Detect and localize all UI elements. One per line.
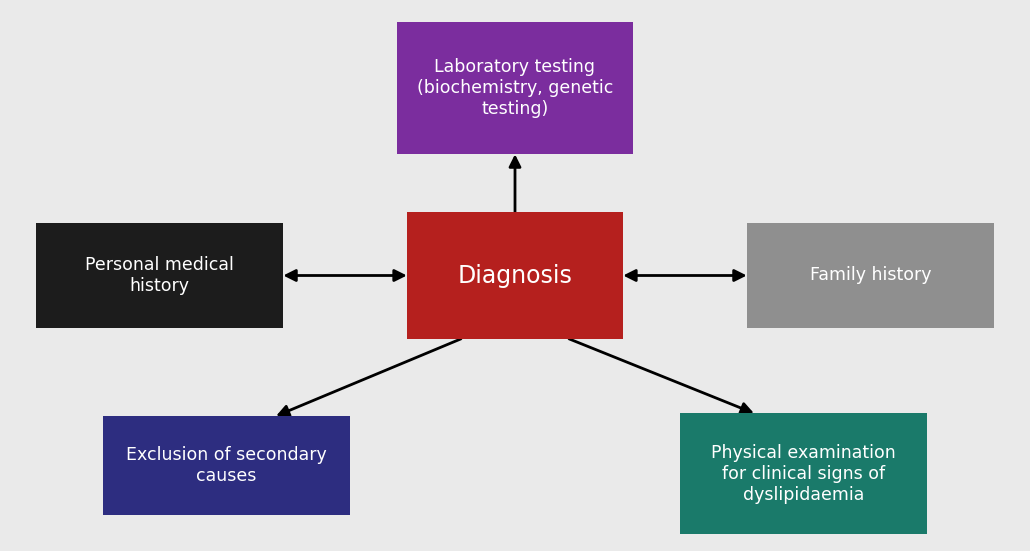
FancyBboxPatch shape bbox=[397, 22, 633, 154]
Text: Physical examination
for clinical signs of
dyslipidaemia: Physical examination for clinical signs … bbox=[711, 444, 896, 504]
Text: Exclusion of secondary
causes: Exclusion of secondary causes bbox=[127, 446, 327, 485]
FancyBboxPatch shape bbox=[407, 212, 623, 339]
Text: Personal medical
history: Personal medical history bbox=[85, 256, 234, 295]
FancyBboxPatch shape bbox=[103, 416, 350, 515]
FancyBboxPatch shape bbox=[680, 413, 927, 534]
Text: Laboratory testing
(biochemistry, genetic
testing): Laboratory testing (biochemistry, geneti… bbox=[417, 58, 613, 118]
FancyBboxPatch shape bbox=[36, 223, 283, 328]
Text: Diagnosis: Diagnosis bbox=[457, 263, 573, 288]
FancyBboxPatch shape bbox=[747, 223, 994, 328]
Text: Family history: Family history bbox=[810, 267, 931, 284]
